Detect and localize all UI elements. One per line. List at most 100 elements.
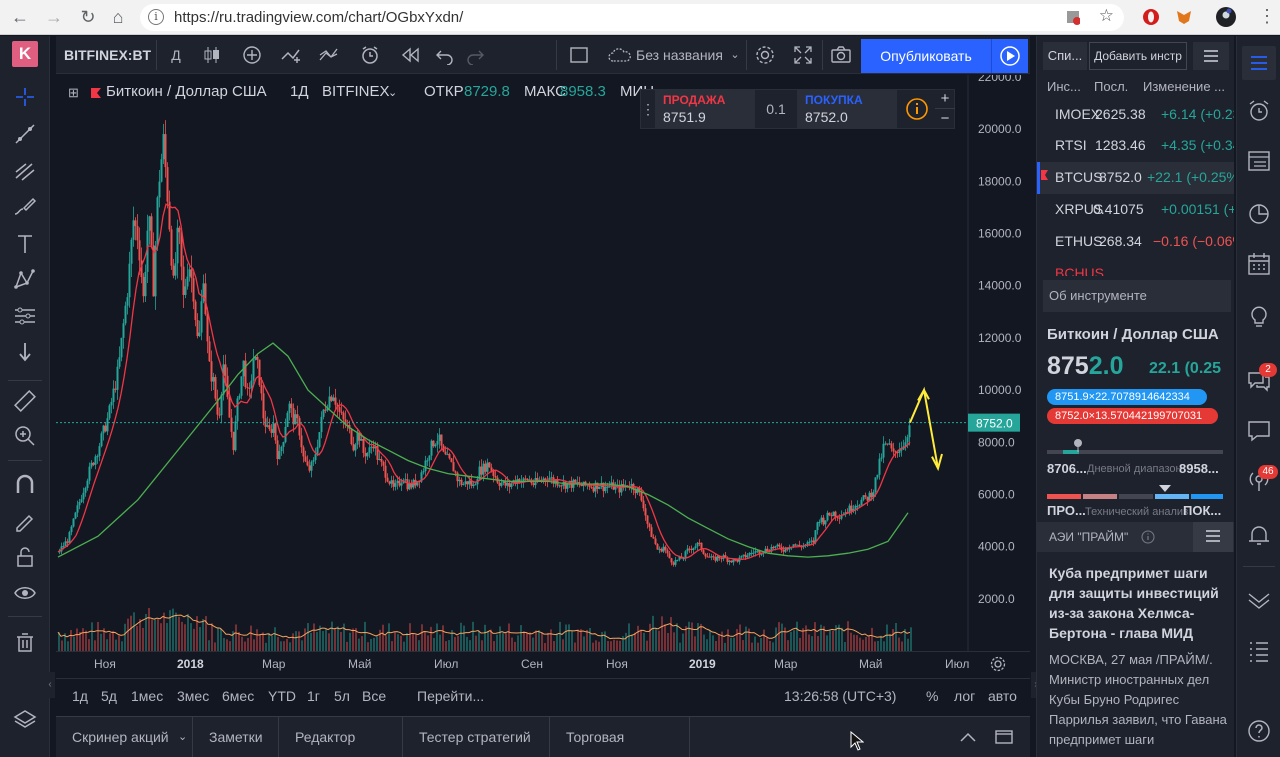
brand-logo[interactable]: K: [12, 41, 38, 67]
watchlist-row[interactable]: ETHUS 268.34 −0.16 (−0.06%: [1037, 226, 1234, 258]
sell-button[interactable]: ПРОДАЖА 8751.9: [655, 90, 755, 128]
qty-plus-icon[interactable]: +: [935, 90, 955, 109]
text-tool-icon[interactable]: [12, 231, 38, 257]
object-tree-icon[interactable]: [12, 706, 38, 732]
news-source[interactable]: АЭИ "ПРАЙМ": [1049, 530, 1129, 544]
price-chart[interactable]: 2000.0 4000.0 6000.0 8000.0 10000.0 12000.0 14…: [56, 75, 1030, 651]
tab-trading-panel[interactable]: Торговая панель: [550, 717, 690, 757]
notifications-bell-icon[interactable]: [1246, 522, 1272, 548]
tab-screener[interactable]: Скринер акций: [56, 717, 193, 757]
home-icon[interactable]: ⌂: [112, 7, 124, 27]
range-5y[interactable]: 5л: [334, 688, 350, 704]
clock[interactable]: 13:26:58 (UTC+3): [784, 688, 897, 704]
chart-pane[interactable]: 2000.0 4000.0 6000.0 8000.0 10000.0 12000.0 14…: [56, 75, 1030, 651]
drag-handle-icon[interactable]: ⋮: [641, 101, 655, 117]
panel-window-icon[interactable]: [994, 729, 1014, 745]
data-window-icon[interactable]: [1246, 148, 1272, 174]
magnet-icon[interactable]: [12, 472, 38, 498]
messages-icon[interactable]: [1246, 418, 1272, 444]
range-5d[interactable]: 5д: [101, 688, 117, 704]
symbol-search[interactable]: BITFINEX:BT: [64, 47, 152, 63]
pattern-tool-icon[interactable]: [12, 267, 38, 293]
qty-minus-icon[interactable]: −: [940, 110, 950, 127]
help-icon[interactable]: [1246, 718, 1272, 744]
watchlist-row[interactable]: RTSI 1283.46 +4.35 (+0.34%: [1037, 130, 1234, 162]
info-icon[interactable]: [905, 97, 929, 121]
news-headline[interactable]: Куба предпримет шаги для защиты инвестиц…: [1049, 565, 1219, 641]
zoom-in-icon[interactable]: [12, 423, 38, 449]
settings-gear-icon[interactable]: [750, 36, 780, 74]
bookmark-star-icon[interactable]: ☆: [1098, 6, 1114, 25]
range-all[interactable]: Все: [362, 688, 387, 704]
cloud-icon[interactable]: [604, 36, 636, 74]
range-6m[interactable]: 6мес: [222, 688, 255, 704]
profile-avatar[interactable]: [1216, 7, 1236, 27]
undo-icon[interactable]: [430, 36, 460, 74]
auto-mode[interactable]: авто: [988, 688, 1017, 704]
layout-select-icon[interactable]: [564, 36, 594, 74]
hotlist-icon[interactable]: [1246, 201, 1272, 227]
chevron-down-icon[interactable]: ⌄: [730, 49, 740, 61]
watchlist-menu-icon[interactable]: [1193, 42, 1229, 70]
maximize-panel-icon[interactable]: [958, 729, 978, 745]
layout-name[interactable]: Без названия: [636, 47, 723, 63]
replay-icon[interactable]: [394, 36, 426, 74]
buy-button[interactable]: ПОКУПКА 8752.0: [797, 90, 897, 128]
tab-pine-editor[interactable]: Редактор Pine: [279, 717, 403, 757]
publish-button[interactable]: Опубликовать: [861, 39, 991, 73]
prediction-tool-icon[interactable]: [12, 303, 38, 329]
watchlist-icon[interactable]: [1242, 46, 1276, 80]
axis-settings-gear-icon[interactable]: [989, 655, 1007, 673]
calendar-icon[interactable]: [1246, 251, 1272, 277]
time-axis[interactable]: Ноя 2018 Мар Май Июл Сен Ноя 2019 Мар Ма…: [56, 651, 1030, 677]
eye-icon[interactable]: [12, 580, 38, 606]
legend-toggle-icon[interactable]: ⊞: [68, 85, 79, 100]
range-1y[interactable]: 1г: [307, 688, 320, 704]
chevron-down-icon[interactable]: ⌄: [178, 731, 188, 743]
stay-drawing-icon[interactable]: [12, 508, 38, 534]
watchlist-row[interactable]: BCHUS: [1037, 258, 1234, 276]
forward-icon[interactable]: →: [45, 7, 63, 27]
watchlist-tab[interactable]: Спи...: [1043, 42, 1087, 70]
reload-icon[interactable]: ↻: [80, 7, 96, 27]
fullscreen-icon[interactable]: [788, 36, 818, 74]
arrow-down-icon[interactable]: [12, 339, 38, 365]
ideas-lightbulb-icon[interactable]: [1246, 303, 1272, 329]
site-info-icon[interactable]: i: [148, 9, 164, 25]
dom-icon[interactable]: [1246, 638, 1272, 664]
range-1d[interactable]: 1д: [72, 688, 88, 704]
add-symbol-button[interactable]: Добавить инстр: [1089, 42, 1187, 70]
redo-icon[interactable]: [460, 36, 490, 74]
interval-button[interactable]: Д: [171, 47, 181, 63]
watchlist-row[interactable]: XRPUS 0.41075 +0.00151 (+0.: [1037, 194, 1234, 226]
alarm-clock-icon[interactable]: [1246, 98, 1272, 124]
trendline-icon[interactable]: [12, 121, 38, 147]
order-panel-icon[interactable]: [1246, 584, 1272, 610]
watchlist-row[interactable]: IMOEX 2625.38 +6.14 (+0.23%: [1037, 99, 1234, 131]
col-last-header[interactable]: Посл.: [1094, 79, 1129, 94]
percent-mode[interactable]: %: [926, 688, 939, 704]
browser-menu-icon[interactable]: ⋮: [1258, 6, 1276, 26]
stream-play-icon[interactable]: [991, 39, 1028, 73]
col-change-header[interactable]: Изменение ...: [1143, 79, 1225, 94]
ruler-icon[interactable]: [12, 388, 38, 414]
flag-icon[interactable]: [90, 87, 102, 105]
candles-icon[interactable]: [196, 36, 228, 74]
collapse-left-icon[interactable]: ‹: [45, 672, 55, 698]
range-ytd[interactable]: YTD: [268, 688, 296, 704]
brush-icon[interactable]: [12, 194, 38, 220]
tab-strategy-tester[interactable]: Тестер стратегий: [403, 717, 550, 757]
tab-notes[interactable]: Заметки: [193, 717, 279, 757]
lock-icon[interactable]: [12, 544, 38, 570]
details-header[interactable]: Об инструменте: [1043, 280, 1231, 312]
opera-extension-icon[interactable]: [1142, 8, 1160, 26]
indicators-plus-icon[interactable]: [236, 36, 268, 74]
watchlist-row-selected[interactable]: BTCUS 8752.0 +22.1 (+0.25%: [1037, 162, 1234, 194]
news-menu-icon[interactable]: [1193, 522, 1233, 552]
blocked-icon[interactable]: [1066, 8, 1081, 26]
camera-icon[interactable]: [826, 36, 856, 74]
fork-tool-icon[interactable]: [12, 158, 38, 184]
col-symbol-header[interactable]: Инс...: [1047, 79, 1081, 94]
goto-date[interactable]: Перейти...: [417, 688, 485, 704]
metamask-extension-icon[interactable]: [1175, 8, 1193, 26]
